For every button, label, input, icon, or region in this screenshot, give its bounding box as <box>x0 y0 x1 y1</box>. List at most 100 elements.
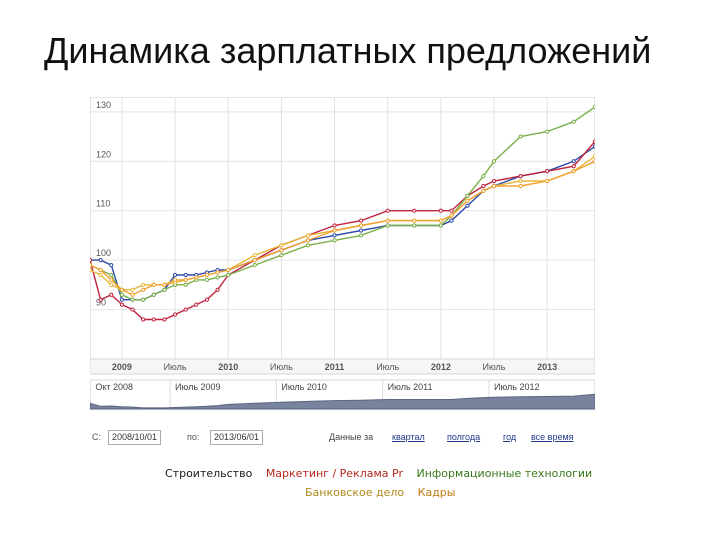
series-point <box>571 164 576 169</box>
y-tick-label: 100 <box>96 248 111 258</box>
x-tick-label: Июль <box>270 362 293 372</box>
navigator-label: Июль 2009 <box>175 382 220 392</box>
series-point <box>491 183 497 189</box>
range-link-quarter[interactable]: квартал <box>392 432 425 442</box>
range-link-all-time[interactable]: все время <box>531 432 574 442</box>
series-point <box>438 218 443 223</box>
series-point <box>90 262 93 268</box>
series-point <box>465 203 470 208</box>
series-point <box>119 302 124 307</box>
date-range-controls: С: 2008/10/01 по: 2013/06/01 Данные за к… <box>90 429 595 447</box>
series-point <box>545 169 550 174</box>
series-point <box>412 223 417 228</box>
series-point <box>130 307 135 312</box>
series-point <box>592 154 595 159</box>
series-point <box>465 198 470 203</box>
series-point <box>592 159 595 164</box>
series-point <box>571 169 576 174</box>
series-point <box>279 248 284 253</box>
series-point <box>215 275 220 280</box>
series-point <box>305 243 311 248</box>
x-tick-label: 2010 <box>218 362 238 372</box>
series-point <box>151 292 156 297</box>
range-link-halfyear[interactable]: полгода <box>447 432 481 442</box>
series-point <box>194 302 199 307</box>
from-label: С: <box>92 432 101 442</box>
series-point <box>491 178 497 184</box>
legend-item-construction: Строительство <box>165 467 253 480</box>
series-point <box>215 270 220 275</box>
series-point <box>449 208 454 213</box>
series-point <box>545 129 550 134</box>
series-point <box>90 267 93 273</box>
series-point <box>183 277 188 283</box>
x-tick-label: 2013 <box>537 362 557 372</box>
series-point <box>162 282 167 287</box>
series-point <box>491 159 497 164</box>
series-point <box>162 287 167 292</box>
x-tick-label: Июль <box>483 362 506 372</box>
series-point <box>194 275 199 280</box>
series-point <box>359 218 364 223</box>
series-point <box>481 173 486 179</box>
series-point <box>305 233 311 238</box>
legend-item-marketing: Маркетинг / Реклама Pr <box>265 467 403 480</box>
series-point <box>279 243 284 248</box>
series-point <box>252 253 257 258</box>
series-point <box>109 292 114 297</box>
y-tick-label: 130 <box>96 100 111 110</box>
series-point <box>226 272 231 278</box>
series-point <box>465 193 470 198</box>
legend-item-banking: Банковское дело <box>305 486 405 499</box>
navigator-label: Окт 2008 <box>95 382 133 392</box>
series-point <box>109 282 114 287</box>
series-point <box>481 188 486 194</box>
x-tick-label: 2009 <box>112 362 132 372</box>
series-point <box>571 159 576 164</box>
series-point <box>172 272 178 278</box>
series-point <box>109 272 114 278</box>
series-point <box>98 272 103 278</box>
series-point <box>571 119 576 124</box>
legend-item-hr: Кадры <box>417 486 456 499</box>
series-point <box>141 297 146 302</box>
series-point <box>141 317 146 322</box>
series-point <box>518 178 523 184</box>
series-point <box>438 208 443 213</box>
legend-row-1: Строительство Маркетинг / Реклама Pr Инф… <box>165 467 602 480</box>
series-point <box>592 104 595 109</box>
legend-item-it: Информационные технологии <box>416 467 593 480</box>
series-point <box>119 297 124 302</box>
to-date-input[interactable]: 2013/06/01 <box>210 430 264 445</box>
series-point <box>305 238 311 243</box>
series-point <box>385 208 390 213</box>
range-prefix: Данные за <box>329 432 374 442</box>
range-link-year[interactable]: год <box>503 432 517 442</box>
line-chart: 90 100 110 120 130 2009 Июль 2010 Июль 2011 Июль 20… <box>90 97 595 410</box>
series-point <box>98 297 103 302</box>
from-date-input[interactable]: 2008/10/01 <box>108 430 162 445</box>
series-point <box>204 277 210 283</box>
series-point <box>518 134 523 139</box>
series-point <box>385 223 390 228</box>
series-point <box>481 183 486 189</box>
series-point <box>518 183 523 189</box>
series-point <box>183 307 188 312</box>
series-point <box>226 267 231 273</box>
series-point <box>359 233 364 238</box>
series-point <box>252 262 257 268</box>
series-point <box>130 297 135 302</box>
series-point <box>518 173 523 179</box>
y-tick-label: 90 <box>96 298 106 308</box>
series-point <box>592 139 595 144</box>
chart-panel: 90 100 110 120 130 2009 Июль 2010 Июль 2011 Июль 20… <box>90 97 595 447</box>
series-point <box>98 258 103 263</box>
series-point <box>204 297 210 302</box>
series-point <box>592 144 595 149</box>
series-point <box>109 262 114 268</box>
series-point <box>151 317 156 322</box>
series-point <box>359 223 364 228</box>
series-point <box>141 282 146 287</box>
x-tick-band <box>90 358 595 375</box>
series-point <box>412 218 417 223</box>
